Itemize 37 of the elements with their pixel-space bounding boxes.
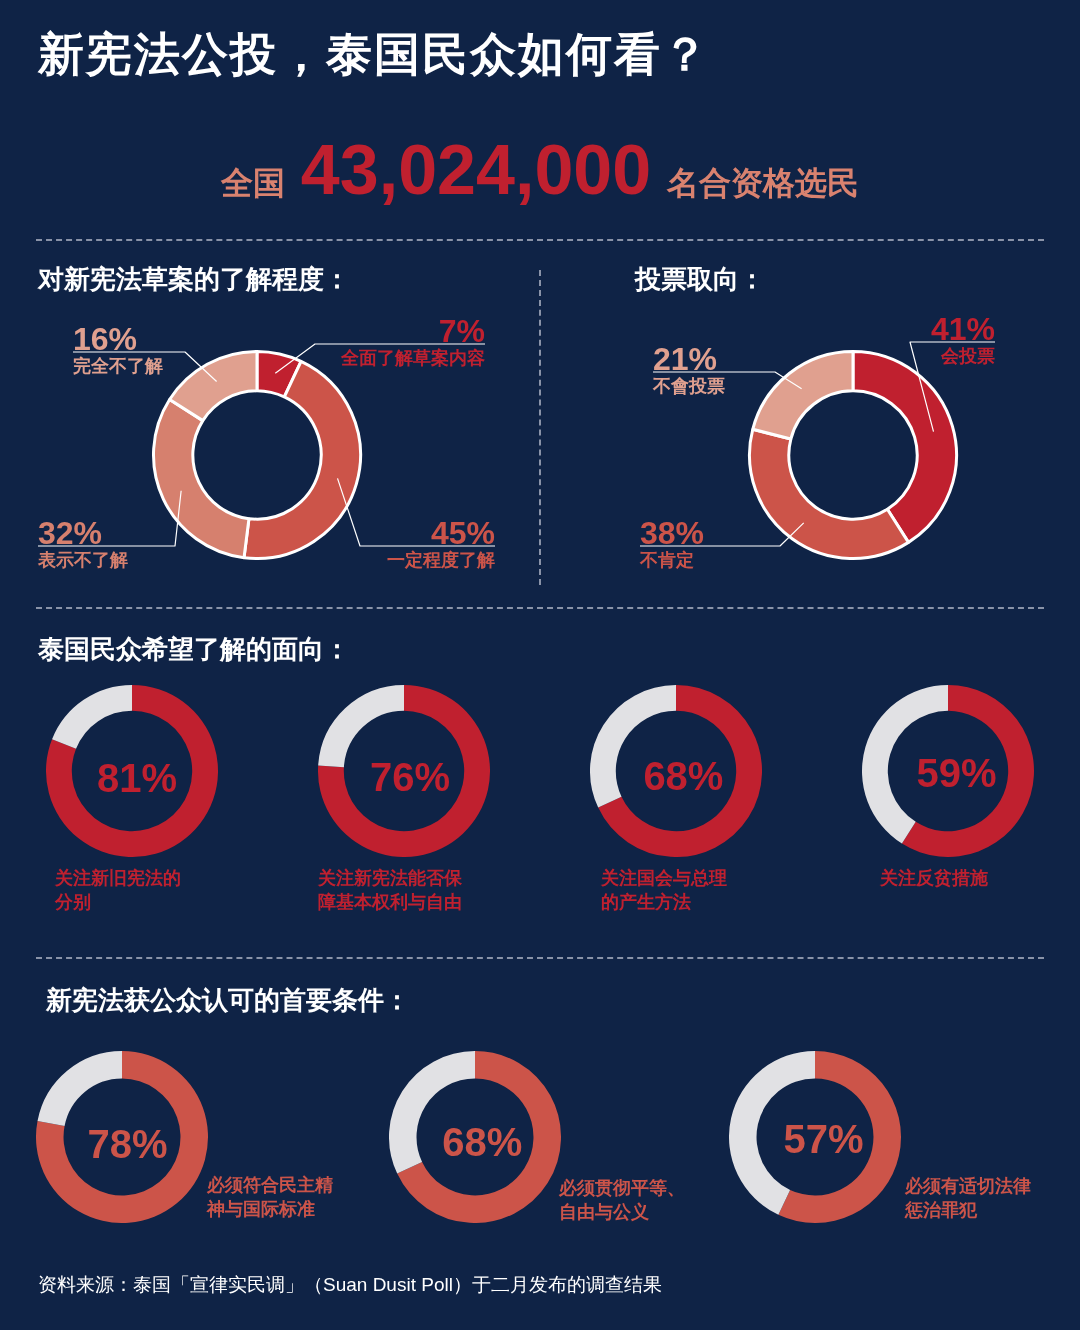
slice-label: 关注新旧宪法的分别 (55, 867, 182, 914)
slice-label: 表示不了解 (37, 550, 128, 570)
slice-label: 必须符合民主精神与国际标准 (207, 1174, 334, 1221)
data-label: 59% (915, 750, 998, 798)
chart-title: 投票取向： (635, 263, 765, 296)
data-label: 68% (441, 1118, 524, 1166)
text: 新宪法公投，泰国民众如何看？ (38, 27, 710, 82)
text: 名合资格选民 (667, 164, 860, 203)
text: 43,024,000 (300, 130, 652, 210)
chart-title: 泰国民众希望了解的面向： (38, 633, 350, 666)
data-label: 16% (73, 321, 138, 357)
data-label: 7% (438, 313, 485, 349)
slice-label: 关注新宪法能否保障基本权利与自由 (318, 867, 463, 914)
data-label: 76% (368, 754, 452, 802)
text: 资料来源：泰国「宣律实民调」（Suan Dusit Poll）于二月发布的调查结果 (38, 1273, 662, 1297)
data-label: 41% (930, 311, 995, 347)
slice-label: 全面了解草案内容 (340, 348, 485, 368)
chart-title: 对新宪法草案的了解程度： (38, 263, 350, 296)
data-label: 32% (38, 515, 103, 551)
data-label: 21% (653, 341, 718, 377)
slice-label: 不會投票 (652, 376, 725, 396)
data-label: 78% (86, 1120, 169, 1168)
slice-label: 一定程度了解 (387, 550, 495, 570)
slice-label: 关注反贫措施 (880, 867, 989, 890)
data-label: 45% (430, 515, 495, 551)
slice-label: 关注国会与总理的产生方法 (601, 867, 728, 914)
slice-label: 完全不了解 (73, 356, 163, 376)
text: 全国 (220, 164, 285, 203)
data-label: 57% (782, 1115, 865, 1163)
chart-title: 新宪法获公众认可的首要条件： (46, 984, 410, 1017)
slice-label: 必须有适切法律惩治罪犯 (905, 1175, 1032, 1222)
slice-label: 必须贯彻平等、自由与公义 (559, 1177, 686, 1224)
slice-label: 不肯定 (639, 550, 694, 570)
slice-label: 会投票 (940, 346, 995, 366)
data-label: 68% (642, 752, 725, 800)
data-label: 38% (640, 515, 705, 551)
data-label: 81% (95, 755, 178, 803)
